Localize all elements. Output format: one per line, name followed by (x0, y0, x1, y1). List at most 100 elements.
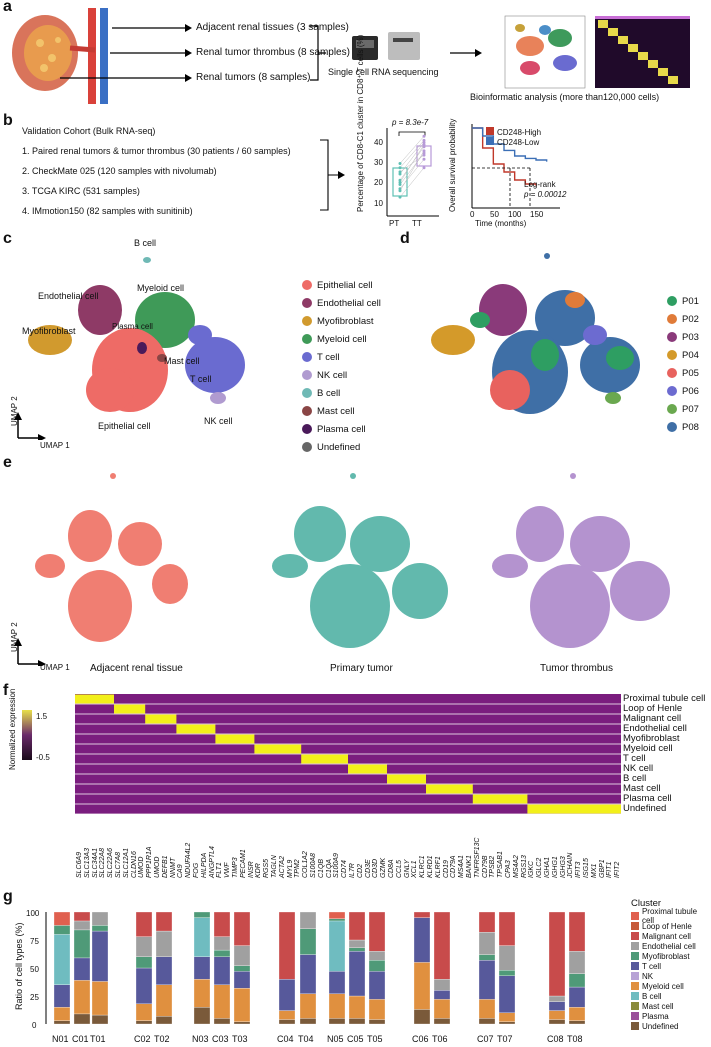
bar-segment (91, 911, 109, 926)
heatmap-row-label: B cell (623, 773, 647, 784)
heatmap-gene-label: S100A9 (333, 853, 341, 878)
bar-segment (53, 925, 71, 935)
scale-min: -0.5 (36, 753, 50, 762)
bar-segment (568, 986, 586, 1008)
tt-point (422, 143, 426, 147)
logrank-p: p = 0.00012 (524, 190, 567, 199)
legend-item: Myofibroblast (631, 951, 711, 961)
cohort-bracket (320, 139, 345, 211)
legend-item: Malignant cell (631, 931, 711, 941)
surv-xlabel: Time (months) (475, 219, 527, 228)
bar-ytick: 50 (30, 965, 39, 974)
bar-segment (299, 993, 317, 1019)
bar-segment (73, 1013, 91, 1025)
bar-segment (433, 911, 451, 980)
heatmap-cell (527, 804, 621, 814)
bar-x-label: T08 (567, 1034, 583, 1044)
heatmap-cell (348, 764, 387, 774)
bar-x-label: T03 (232, 1034, 248, 1044)
legend-item: Plasma (631, 1011, 711, 1021)
bar-segment (433, 1018, 451, 1025)
umap-patient (431, 253, 640, 414)
panel-a-graphic (12, 8, 690, 104)
legend-item: Plasma cell (302, 420, 381, 438)
heatmap-gene-label: PPP1R1A (146, 846, 154, 878)
heatmap-gene-label: COL1A2 (302, 851, 310, 878)
bar-x-label: N01 (52, 1034, 69, 1044)
bar-segment (433, 990, 451, 1000)
cluster-label-epithelial: Epithelial cell (98, 421, 151, 431)
bar-segment (193, 1007, 211, 1025)
heatmap-gene-label: DEFB1 (161, 855, 169, 878)
bar-segment (135, 967, 153, 1004)
bar-segment (213, 936, 231, 951)
umap-celltype (14, 257, 245, 440)
bar-segment (413, 962, 431, 1010)
bar-segment (478, 911, 496, 933)
survival-plot (471, 124, 560, 209)
bar-segment (233, 988, 251, 1022)
bar-segment (278, 911, 296, 980)
color-scale (22, 710, 32, 760)
bar-x-label: T02 (154, 1034, 170, 1044)
legend-item: NK (631, 971, 711, 981)
pt-point (398, 195, 402, 199)
arrow-label-tumors: Renal tumors (8 samples) (196, 72, 311, 83)
mini-umap-icon (504, 15, 586, 89)
heatmap-gene-label: CLDN16 (130, 851, 138, 878)
box-plot (386, 128, 439, 217)
heatmap-cell (176, 724, 216, 734)
survival-curve (472, 127, 548, 162)
heatmap-gene-label: CD79A (450, 855, 458, 878)
bar-x-label: T05 (367, 1034, 383, 1044)
heatmap-gene-label: KLRD1 (427, 855, 434, 878)
tt-point (422, 141, 426, 144)
heatmap-gene-label: VWF (224, 862, 232, 878)
legend-item: Proximal tubule cell (631, 907, 711, 925)
bar-x-label: T06 (432, 1034, 448, 1044)
heatmap-gene-label: SLC7A8 (115, 851, 122, 878)
pt-point (398, 189, 402, 193)
umap2-label-e: UMAP 2 (10, 622, 19, 652)
bar-segment (498, 975, 516, 1013)
bar-segment (548, 1010, 566, 1020)
heatmap-cell (426, 784, 473, 794)
heatmap-row-label: T cell (623, 753, 646, 764)
bar-segment (548, 1019, 566, 1025)
heatmap-gene-label: IGHA1 (544, 856, 551, 878)
bar-segment (155, 911, 173, 932)
bar-x-label: N03 (192, 1034, 209, 1044)
heatmap-gene-label: IL7R (349, 863, 356, 878)
bar-segment (568, 973, 586, 988)
bar-segment (348, 939, 366, 948)
bar-segment (368, 971, 386, 1000)
stacked-bar-chart (45, 911, 586, 1025)
bar-x-label: T01 (90, 1034, 106, 1044)
heatmap-row-label: Endothelial cell (623, 723, 687, 734)
heatmap-gene-label: SLC13A3 (83, 848, 91, 878)
heatmap-cell (387, 774, 426, 784)
bar-ytick: 25 (30, 993, 39, 1002)
heatmap-gene-label: CCL5 (395, 860, 403, 878)
surv-ylabel: Overall survival probability (448, 118, 457, 212)
umap1-label-c: UMAP 1 (40, 441, 70, 450)
celltype-legend: Epithelial cell Endothelial cell Myofibr… (302, 276, 381, 456)
umap2-label-c: UMAP 2 (10, 396, 19, 426)
bar-x-label: C01 (72, 1034, 89, 1044)
bar-segment (213, 911, 231, 937)
bar-segment (548, 911, 566, 997)
bar-segment (278, 1019, 296, 1025)
heatmap-gene-label: SLC6A9 (76, 851, 83, 878)
heatmap-cell (472, 794, 528, 804)
bar-segment (233, 1021, 251, 1025)
bar-segment (193, 917, 211, 957)
cluster-legend-title: Cluster (631, 898, 662, 909)
bar-segment (135, 1020, 153, 1025)
panel-a-label: a (3, 0, 12, 15)
heatmap-gene-label: CD3D (372, 858, 380, 878)
legend-item: Mast cell (631, 1001, 711, 1011)
heatmap-gene-label: CPA3 (505, 860, 512, 878)
cohort-item-1: 1. Paired renal tumors & tumor thrombus … (22, 146, 291, 156)
survival-curve (472, 127, 537, 186)
tt-point (422, 149, 426, 153)
